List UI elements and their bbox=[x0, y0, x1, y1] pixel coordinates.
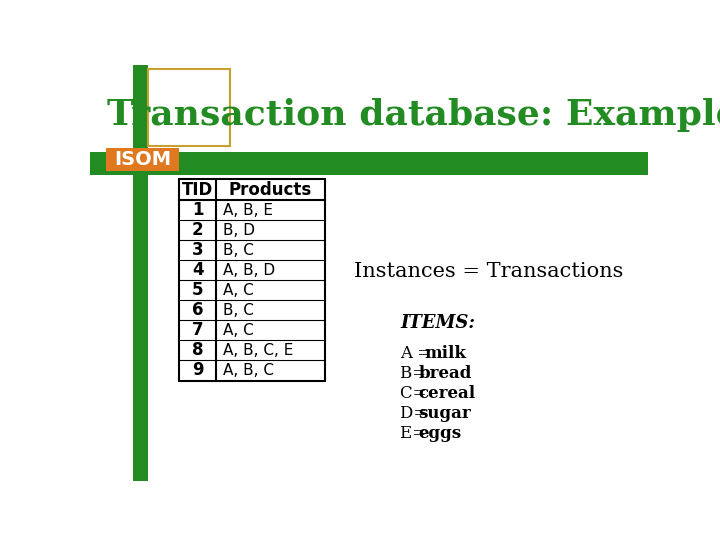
Text: A, B, E: A, B, E bbox=[222, 203, 273, 218]
Text: 8: 8 bbox=[192, 341, 204, 360]
Bar bbox=[106, 148, 179, 171]
Text: 1: 1 bbox=[192, 201, 204, 219]
Text: A, C: A, C bbox=[222, 323, 253, 338]
Text: E=: E= bbox=[400, 425, 431, 442]
Text: 2: 2 bbox=[192, 221, 204, 239]
Text: 7: 7 bbox=[192, 321, 204, 340]
Text: ISOM: ISOM bbox=[114, 150, 171, 169]
Text: 5: 5 bbox=[192, 281, 204, 299]
Text: B, C: B, C bbox=[222, 243, 253, 258]
Text: Transaction database: Example: Transaction database: Example bbox=[107, 98, 720, 132]
Text: A =: A = bbox=[400, 345, 436, 362]
Text: 3: 3 bbox=[192, 241, 204, 259]
Text: A, B, C: A, B, C bbox=[222, 363, 274, 378]
Text: TID: TID bbox=[182, 180, 213, 199]
Text: Instances = Transactions: Instances = Transactions bbox=[354, 262, 624, 281]
Text: 6: 6 bbox=[192, 301, 204, 320]
Text: 4: 4 bbox=[192, 261, 204, 279]
Text: B, D: B, D bbox=[222, 223, 255, 238]
Bar bbox=[179, 179, 325, 381]
Text: bread: bread bbox=[418, 365, 472, 382]
Bar bbox=[132, 65, 148, 481]
Text: eggs: eggs bbox=[418, 425, 462, 442]
Text: ITEMS:: ITEMS: bbox=[400, 314, 475, 332]
Text: C=: C= bbox=[400, 385, 432, 402]
Text: D=: D= bbox=[400, 405, 433, 422]
Text: 9: 9 bbox=[192, 361, 204, 380]
Text: cereal: cereal bbox=[418, 385, 475, 402]
Text: B, C: B, C bbox=[222, 303, 253, 318]
Text: A, C: A, C bbox=[222, 283, 253, 298]
Text: Products: Products bbox=[229, 180, 312, 199]
Text: milk: milk bbox=[424, 345, 466, 362]
Text: A, B, C, E: A, B, C, E bbox=[222, 343, 293, 358]
Text: sugar: sugar bbox=[418, 405, 471, 422]
Bar bbox=[90, 152, 648, 175]
Text: B=: B= bbox=[400, 365, 431, 382]
Text: A, B, D: A, B, D bbox=[222, 263, 274, 278]
Bar bbox=[148, 69, 230, 146]
